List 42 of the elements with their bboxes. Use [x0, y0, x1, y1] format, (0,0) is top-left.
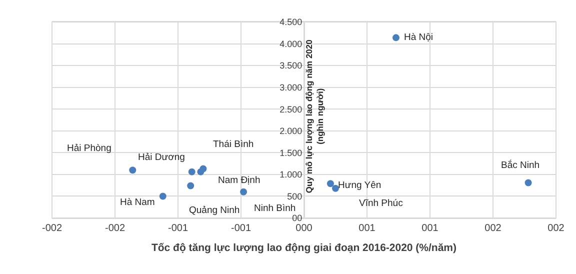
annotation: Thái Bình	[213, 139, 254, 150]
annotation: Ninh Bình	[254, 203, 296, 214]
x-tick-label: 002	[548, 223, 565, 234]
annotation: Nam Định	[218, 175, 260, 186]
x-tick-label: -001	[230, 223, 252, 234]
y-tick-label: 500	[287, 191, 302, 202]
annotation: Hưng Yên	[338, 180, 382, 191]
y-tick-label: 3.000	[280, 82, 302, 92]
y-tick-label: 2.500	[280, 104, 302, 114]
point	[129, 166, 136, 174]
x-tick-label: 000	[296, 223, 313, 234]
x-tick-label: -002	[104, 223, 126, 234]
x-tick-label: 001	[358, 223, 376, 234]
point	[159, 192, 166, 200]
y-tick-label: 3.500	[280, 60, 302, 71]
y-tick-label: 4.000	[280, 38, 302, 49]
annotation: Bắc Ninh	[501, 159, 540, 171]
point	[326, 180, 334, 188]
point	[524, 179, 532, 186]
x-tick-label: -002	[42, 223, 62, 234]
annotation: Quảng Ninh	[189, 205, 240, 216]
y-tick-label: 4.500	[280, 17, 302, 28]
annotation: Hải Phòng	[67, 143, 112, 154]
point	[188, 168, 196, 176]
x-tick-label: 002	[484, 223, 502, 234]
y-tick-label: 2.000	[280, 126, 302, 136]
x-axis-title: Tốc độ tăng lực lượng lao động giai đoạn 2016-2020 (%/năm)	[151, 242, 457, 254]
annotation: Hà Nam	[120, 197, 155, 208]
x-tick-label: -001	[168, 223, 188, 234]
point	[187, 182, 194, 190]
annotation: Vĩnh Phúc	[359, 198, 404, 209]
annotation: Hải Dương	[138, 152, 185, 163]
point	[332, 184, 339, 192]
y-tick-label: 00	[292, 213, 302, 224]
annotation: Hà Nội	[404, 32, 434, 43]
y-tick-label: 1.500	[280, 148, 302, 158]
y-tick-label: 1.000	[280, 170, 302, 180]
point	[392, 34, 400, 42]
y-axis-title: Quy mô lực lượng lao động năm 2020 (nghìn người)	[304, 39, 325, 194]
point	[197, 168, 204, 176]
x-tick-label: 001	[422, 223, 439, 234]
point	[240, 188, 248, 196]
